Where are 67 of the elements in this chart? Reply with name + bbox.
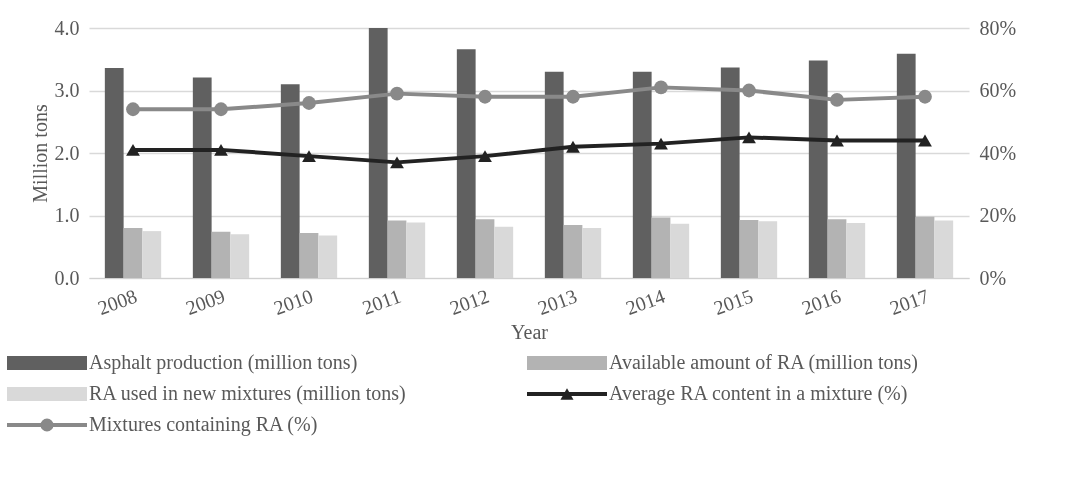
- point: [126, 143, 140, 156]
- point: [478, 150, 492, 163]
- y-tick-label: 2.0: [54, 141, 80, 164]
- point: [302, 96, 316, 110]
- point: [214, 143, 228, 156]
- bar: [475, 219, 495, 278]
- bar: [720, 67, 740, 278]
- bar: [104, 68, 124, 278]
- legend-label: Asphalt production (million tons): [89, 351, 358, 374]
- point: [742, 131, 756, 144]
- bar: [632, 71, 652, 278]
- x-tick-label: 2016: [798, 284, 844, 319]
- y2-tick-label: 80%: [979, 16, 1017, 39]
- point: [654, 137, 668, 150]
- x-tick-label: 2012: [446, 284, 492, 319]
- point: [214, 102, 228, 117]
- x-tick-label: 2009: [182, 284, 228, 319]
- x-tick-label: 2008: [94, 284, 140, 319]
- bar: [544, 71, 564, 278]
- bar: [387, 220, 407, 278]
- legend-label: Mixtures containing RA (%): [89, 413, 318, 436]
- point: [390, 156, 404, 169]
- y2-tick-label: 20%: [979, 204, 1017, 226]
- x-tick-label: 2011: [359, 284, 404, 319]
- bar: [123, 228, 143, 278]
- x-tick-label: 2010: [270, 284, 316, 319]
- point: [302, 150, 316, 163]
- y-tick-label: 0.0: [54, 266, 80, 289]
- y2-tick-label: 0%: [979, 266, 1007, 289]
- point: [566, 140, 580, 153]
- legend-label: RA used in new mixtures (million tons): [89, 382, 406, 405]
- x-tick-label: 2014: [622, 284, 668, 319]
- bar: [827, 219, 847, 278]
- x-tick-label: 2017: [886, 284, 932, 319]
- point: [918, 89, 932, 104]
- x-axis-title: Year: [511, 320, 549, 343]
- y-tick-label: 1.0: [54, 204, 80, 226]
- y2-tick-label: 40%: [979, 141, 1017, 164]
- y2-tick-label: 60%: [979, 79, 1017, 101]
- y-axis-title: Million tons: [28, 104, 51, 203]
- point: [478, 89, 492, 104]
- point: [126, 102, 140, 117]
- bar: [368, 28, 388, 278]
- bar: [563, 224, 583, 278]
- point: [830, 134, 844, 147]
- point: [566, 89, 580, 104]
- point: [918, 134, 932, 147]
- bar: [915, 216, 935, 278]
- x-tick-label: 2013: [534, 284, 580, 319]
- bar: [808, 60, 828, 278]
- bar: [192, 77, 212, 278]
- bar: [651, 217, 671, 278]
- bar: [739, 219, 759, 278]
- legend-label: Average RA content in a mixture (%): [609, 382, 908, 405]
- point: [390, 86, 404, 101]
- y-tick-label: 4.0: [54, 16, 80, 39]
- point: [654, 80, 668, 95]
- point: [742, 83, 756, 98]
- bar: [896, 53, 916, 278]
- x-tick-label: 2015: [710, 284, 756, 319]
- legend-label: Available amount of RA (million tons): [609, 351, 919, 374]
- bar: [456, 49, 476, 278]
- y-tick-label: 3.0: [54, 79, 80, 101]
- point: [830, 93, 844, 107]
- bar: [280, 84, 300, 278]
- bar: [211, 231, 231, 278]
- bar: [299, 233, 319, 278]
